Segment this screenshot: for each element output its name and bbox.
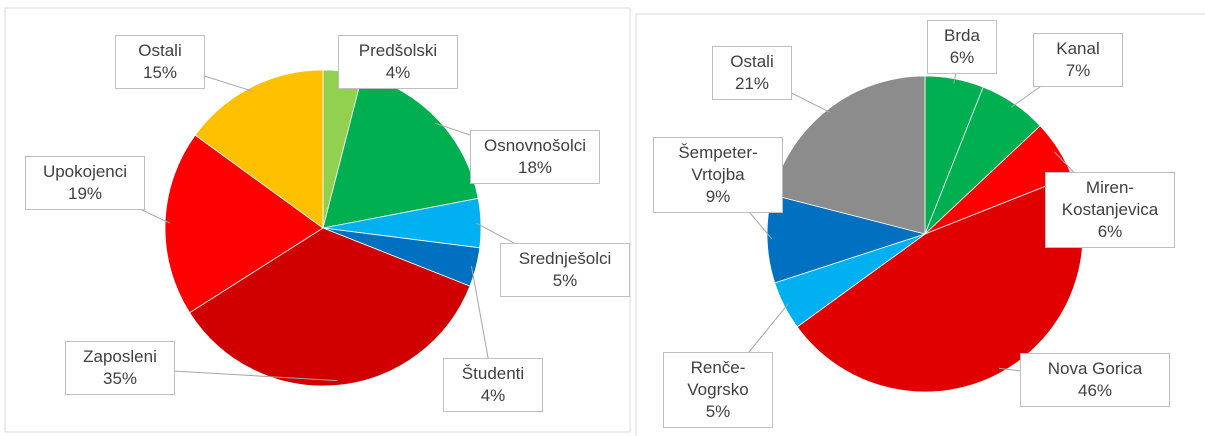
label-name: Osnovnošolci [483,136,587,155]
label-value: 5% [552,271,578,290]
label-value: 21% [734,74,770,93]
data-label: Zaposleni 35% [65,341,175,395]
data-label: Brda 6% [927,20,997,74]
label-value: 5% [705,402,731,421]
data-label: Kanal 7% [1033,33,1123,87]
data-label: Miren-Kostanjevica 6% [1045,172,1175,248]
label-value: 6% [1097,222,1123,241]
label-value: 46% [1077,381,1113,400]
label-name: Miren-Kostanjevica [1061,178,1159,219]
data-label: Upokojenci 19% [25,156,145,210]
label-value: 6% [949,48,975,67]
label-name: Ostali [730,52,774,71]
label-value: 4% [480,386,506,405]
label-name: Renče-Vogrsko [687,358,749,399]
label-name: Ostali [138,41,182,60]
data-label: Študenti 4% [443,358,543,412]
label-name: Predšolski [358,41,438,60]
data-label: Šempeter-Vrtojba 9% [653,137,783,213]
label-value: 35% [102,369,138,388]
pie-slice [164,134,324,314]
label-value: 7% [1065,61,1091,80]
label-name: Nova Gorica [1047,359,1143,378]
label-value: 9% [705,187,731,206]
data-label: Srednješolci 5% [500,243,630,297]
label-value: 19% [67,184,103,203]
label-value: 4% [385,63,411,82]
label-value: 15% [142,63,178,82]
data-label: Nova Gorica 46% [1020,353,1170,407]
data-label: Ostali 15% [115,35,205,89]
pie-slice [189,227,471,387]
data-label: Predšolski 4% [338,35,458,89]
data-label: Osnovnošolci 18% [470,130,600,184]
data-label: Ostali 21% [712,46,792,100]
data-label: Renče-Vogrsko 5% [663,352,773,428]
label-name: Zaposleni [83,347,157,366]
label-value: 18% [517,158,553,177]
label-name: Šempeter-Vrtojba [678,143,758,184]
label-name: Upokojenci [42,162,128,181]
label-name: Brda [944,26,980,45]
label-name: Kanal [1056,39,1100,58]
label-name: Študenti [461,364,525,383]
label-name: Srednješolci [518,249,612,268]
pie-slice [194,69,324,229]
left-frame [4,7,631,433]
